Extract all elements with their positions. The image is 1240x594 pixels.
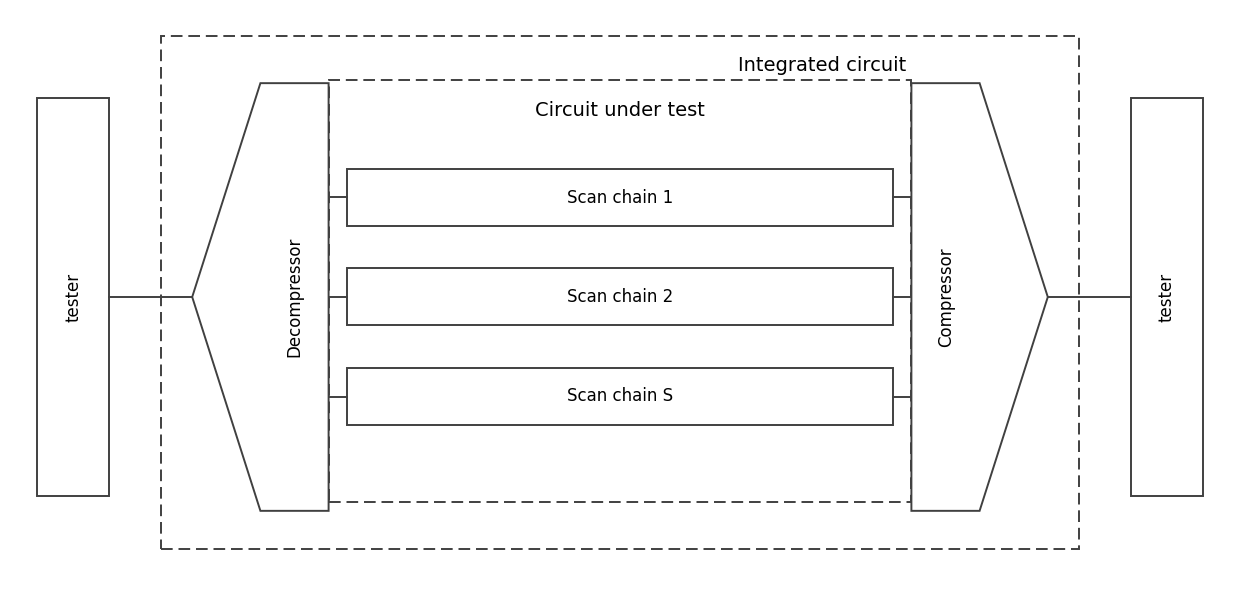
Polygon shape: [911, 83, 1048, 511]
Bar: [347, 268, 893, 325]
Text: Scan chain 1: Scan chain 1: [567, 188, 673, 207]
Text: tester: tester: [1158, 273, 1176, 321]
Text: Compressor: Compressor: [937, 247, 955, 347]
Polygon shape: [192, 83, 329, 511]
Text: tester: tester: [64, 273, 82, 321]
Bar: [347, 368, 893, 425]
Text: Circuit under test: Circuit under test: [536, 101, 704, 120]
Bar: [1131, 98, 1203, 496]
Bar: [347, 169, 893, 226]
Text: Integrated circuit: Integrated circuit: [738, 56, 906, 75]
Text: Decompressor: Decompressor: [285, 237, 303, 357]
Text: Scan chain 2: Scan chain 2: [567, 287, 673, 306]
Text: Scan chain S: Scan chain S: [567, 387, 673, 406]
Bar: [161, 36, 1079, 549]
Bar: [37, 98, 109, 496]
Bar: [329, 80, 911, 502]
